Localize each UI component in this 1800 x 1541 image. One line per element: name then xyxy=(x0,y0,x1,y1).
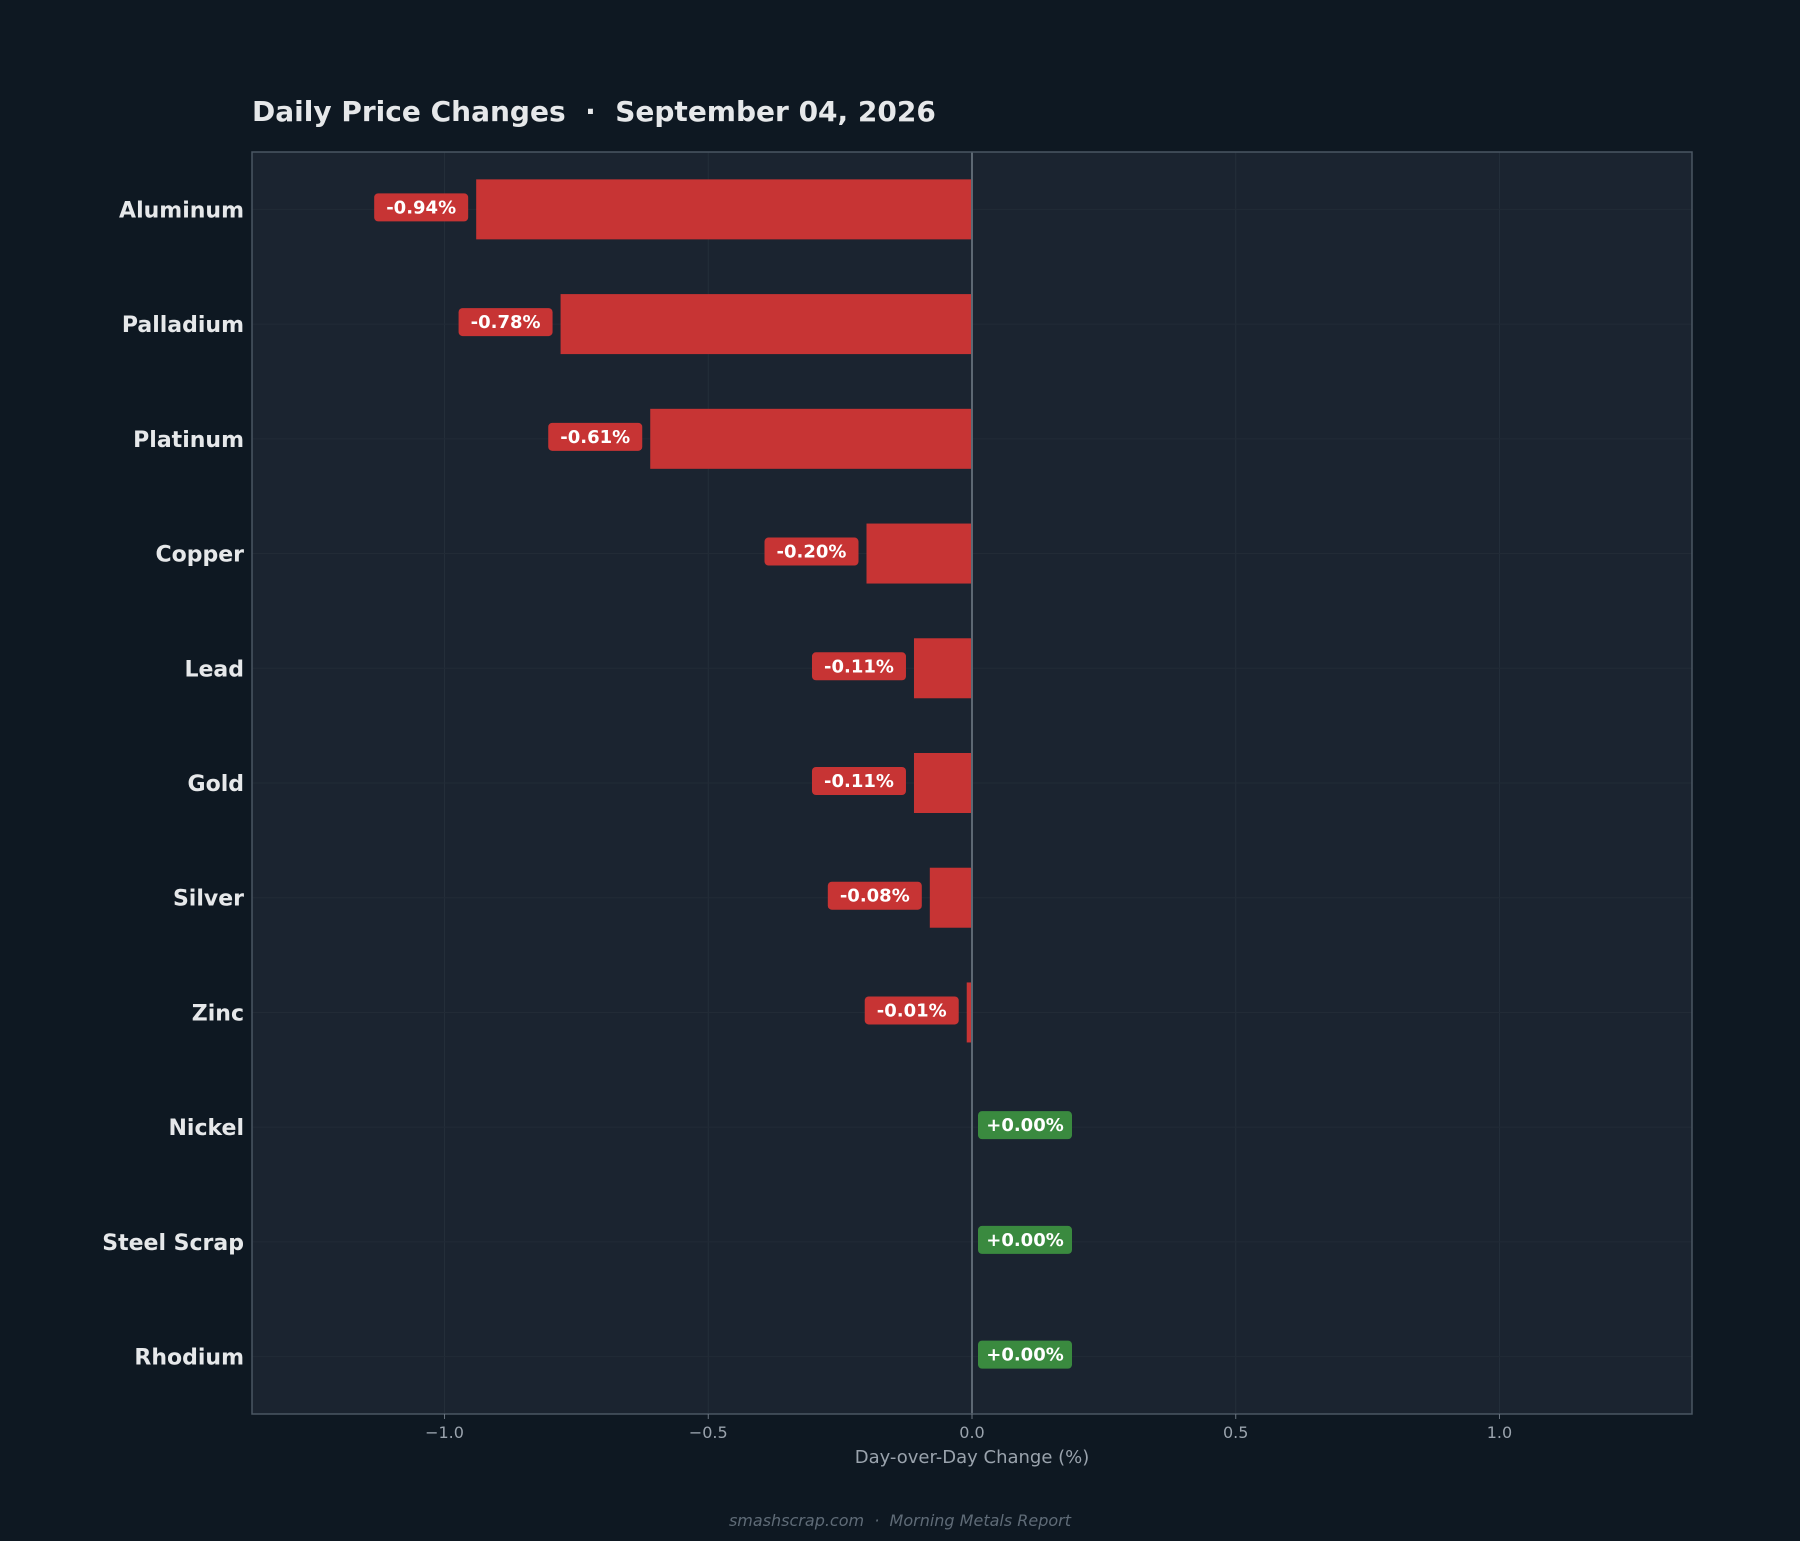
x-tick-label: −1.0 xyxy=(425,1423,464,1442)
bars xyxy=(476,179,972,1043)
category-label: Zinc xyxy=(192,1001,244,1026)
value-label-badge xyxy=(827,881,922,910)
bar-aluminum xyxy=(476,179,972,240)
category-label: Steel Scrap xyxy=(102,1231,244,1256)
value-label-text: -0.11% xyxy=(824,771,894,792)
value-label-text: -0.11% xyxy=(824,656,894,677)
value-label: -0.61% xyxy=(548,422,643,451)
value-label-text: +0.00% xyxy=(986,1230,1064,1251)
value-label-text: -0.94% xyxy=(386,197,456,218)
value-label-badge xyxy=(978,1225,1072,1254)
value-label: -0.08% xyxy=(827,881,922,910)
value-label-badge xyxy=(811,767,906,795)
bar-copper xyxy=(866,523,972,584)
chart-title: Daily Price Changes · September 04, 2026 xyxy=(252,95,936,128)
category-label: Nickel xyxy=(169,1116,245,1141)
category-label: Silver xyxy=(173,887,244,912)
category-label: Aluminum xyxy=(119,198,244,223)
value-label-badge xyxy=(458,308,553,337)
category-label: Gold xyxy=(188,772,244,797)
category-label: Platinum xyxy=(133,428,244,453)
bar-palladium xyxy=(560,294,972,355)
value-label: +0.00% xyxy=(978,1111,1072,1140)
value-label: -0.20% xyxy=(764,537,859,566)
value-labels: -0.94% -0.78% -0.61% -0.20% -0.11% -0.11% -0.0… xyxy=(374,193,1072,1369)
x-tick-label: 0.0 xyxy=(959,1423,984,1442)
bar-silver xyxy=(929,867,972,928)
value-label-badge xyxy=(764,537,859,566)
bar-platinum xyxy=(650,408,972,469)
category-label: Palladium xyxy=(122,313,244,338)
value-label-badge xyxy=(978,1340,1072,1369)
value-label: -0.01% xyxy=(864,996,959,1025)
bar-zinc xyxy=(966,982,972,1043)
x-axis-label: Day-over-Day Change (%) xyxy=(855,1447,1090,1468)
value-label: -0.78% xyxy=(458,308,553,337)
category-label: Lead xyxy=(184,657,244,682)
footer-text: smashscrap.com · Morning Metals Report xyxy=(729,1511,1072,1530)
value-label-badge xyxy=(548,422,643,451)
value-label: +0.00% xyxy=(978,1340,1072,1369)
value-label-text: -0.20% xyxy=(777,542,847,563)
x-tick-label: −0.5 xyxy=(689,1423,728,1442)
value-label-text: -0.08% xyxy=(840,886,910,907)
value-label-text: +0.00% xyxy=(986,1115,1064,1136)
value-label-badge xyxy=(978,1111,1072,1140)
bar-lead xyxy=(913,638,972,699)
value-label: +0.00% xyxy=(978,1225,1072,1254)
value-label-text: -0.01% xyxy=(877,1000,947,1021)
category-label: Copper xyxy=(155,543,244,568)
category-label: Rhodium xyxy=(134,1346,244,1371)
value-label-text: -0.61% xyxy=(560,427,630,448)
value-label-text: +0.00% xyxy=(986,1345,1064,1366)
bar-gold xyxy=(913,753,972,813)
value-label: -0.11% xyxy=(811,767,906,795)
value-label-badge xyxy=(811,652,906,681)
value-label: -0.11% xyxy=(811,652,906,681)
x-tick-label: 0.5 xyxy=(1223,1423,1248,1442)
value-label-text: -0.78% xyxy=(471,312,541,333)
value-label-badge xyxy=(374,193,469,222)
value-label: -0.94% xyxy=(374,193,469,222)
value-label-badge xyxy=(864,996,959,1025)
category-labels: Aluminum Palladium Platinum Copper Lead Gold S… xyxy=(102,198,244,1370)
x-tick-label: 1.0 xyxy=(1487,1423,1512,1442)
x-ticks: −1.0 −0.5 0.0 0.5 1.0 xyxy=(425,1414,1512,1442)
